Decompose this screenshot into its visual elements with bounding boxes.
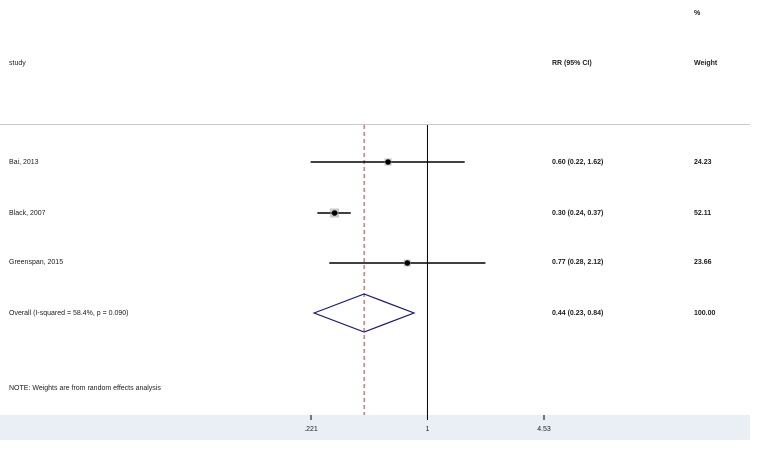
x-tick-label: .221 — [304, 426, 318, 433]
study-name: Greenspan, 2015 — [9, 259, 64, 266]
study-ci-text: 0.60 (0.22, 1.62) — [552, 159, 604, 166]
axis-footer-band — [0, 415, 750, 440]
study-weight-text: 52.11 — [694, 210, 712, 217]
study-point — [404, 260, 411, 266]
study-name: Black, 2007 — [9, 210, 46, 217]
study-point — [385, 159, 391, 165]
overall-weight-text: 100.00 — [694, 310, 716, 317]
weight-unit-label: % — [694, 10, 701, 17]
x-tick-label: 1 — [426, 426, 430, 433]
study-ci-text: 0.77 (0.28, 2.12) — [552, 259, 604, 266]
header-divider — [0, 124, 750, 125]
study-weight-text: 24.23 — [694, 159, 712, 166]
overall-name: Overall (I-squared = 58.4%, p = 0.090) — [9, 310, 129, 317]
overall-diamond — [312, 293, 416, 333]
study-point — [331, 210, 338, 216]
overall-ci-text: 0.44 (0.23, 0.84) — [552, 310, 604, 317]
study-name: Bai, 2013 — [9, 159, 39, 166]
effect-column-header: RR (95% CI) — [552, 60, 592, 67]
x-tick-label: 4.53 — [537, 426, 551, 433]
footnote: NOTE: Weights are from random effects an… — [9, 385, 161, 392]
study-weight-text: 23.66 — [694, 259, 712, 266]
weight-column-header: Weight — [694, 60, 718, 67]
study-ci-text: 0.30 (0.24, 0.37) — [552, 210, 604, 217]
study-column-header: study — [9, 60, 26, 67]
